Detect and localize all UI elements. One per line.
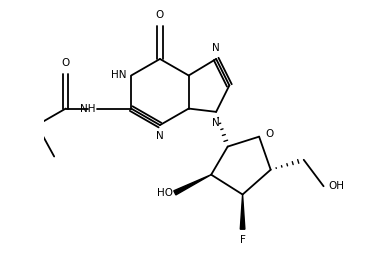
Text: NH: NH: [80, 104, 95, 114]
Text: O: O: [62, 58, 70, 68]
Text: HO: HO: [157, 188, 173, 198]
Text: HN: HN: [111, 70, 126, 80]
Polygon shape: [240, 194, 245, 229]
Text: N: N: [212, 43, 220, 53]
Text: N: N: [156, 131, 164, 141]
Polygon shape: [174, 175, 211, 195]
Text: O: O: [265, 129, 273, 139]
Text: N: N: [212, 118, 220, 128]
Text: F: F: [240, 235, 245, 245]
Text: O: O: [156, 10, 164, 20]
Text: OH: OH: [328, 181, 345, 191]
